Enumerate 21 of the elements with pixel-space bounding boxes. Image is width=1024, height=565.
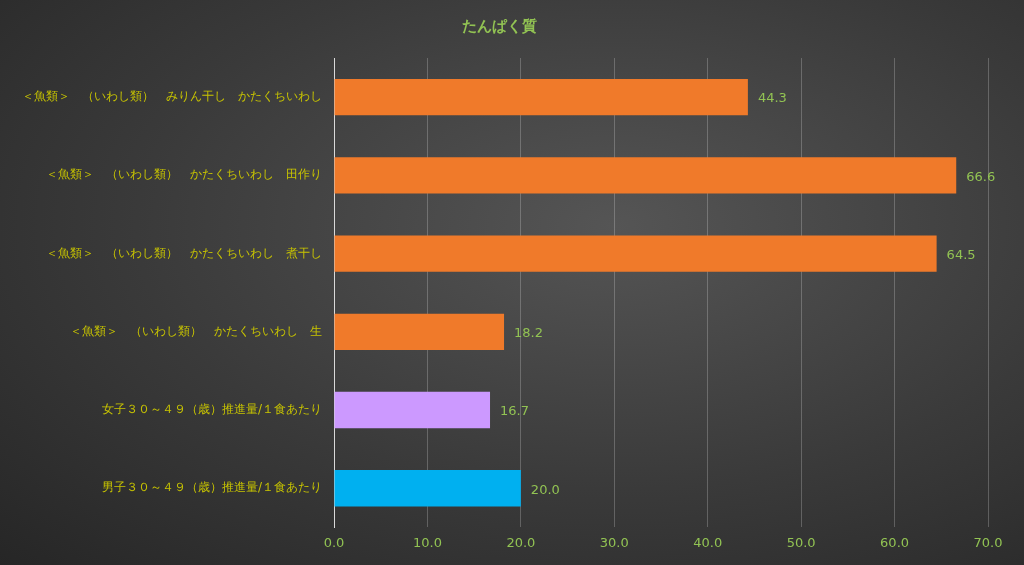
- y-tick-label: ＜魚類＞ （いわし類） みりん干し かたくちいわし: [22, 89, 322, 104]
- data-label: 20.0: [530, 481, 560, 497]
- x-tick-label: 40.0: [693, 534, 723, 550]
- chart-title: たんぱく質: [461, 16, 537, 35]
- x-tick-label: 30.0: [599, 534, 629, 550]
- x-tick-label: 20.0: [506, 534, 536, 550]
- data-label: 64.5: [946, 246, 976, 262]
- x-tick-label: 10.0: [412, 534, 442, 550]
- x-tick-label: 60.0: [880, 534, 910, 550]
- data-label: 66.6: [966, 168, 996, 184]
- x-tick-label: 50.0: [786, 534, 816, 550]
- x-tick-label: 0.0: [323, 534, 345, 550]
- data-label: 44.3: [757, 90, 787, 106]
- y-tick-label: ＜魚類＞ （いわし類） かたくちいわし 田作り: [46, 167, 322, 182]
- y-tick-label: 男子３０～４９（歳）推進量/１食あたり: [101, 480, 322, 495]
- data-label: 18.2: [514, 325, 543, 341]
- x-tick-label: 70.0: [973, 534, 1003, 550]
- data-label: 16.7: [500, 403, 529, 419]
- y-tick-label: 女子３０～４９（歳）推進量/１食あたり: [101, 402, 322, 417]
- y-tick-label: ＜魚類＞ （いわし類） かたくちいわし 煮干し: [46, 245, 322, 260]
- y-tick-label: ＜魚類＞ （いわし類） かたくちいわし 生: [70, 323, 322, 338]
